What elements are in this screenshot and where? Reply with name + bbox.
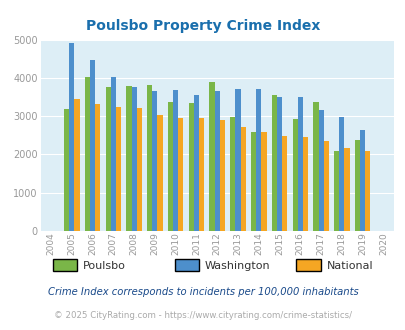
Text: Crime Index corresponds to incidents per 100,000 inhabitants: Crime Index corresponds to incidents per… — [47, 287, 358, 297]
Bar — [126, 85, 131, 231]
Bar — [178, 118, 183, 231]
Text: Poulsbo Property Crime Index: Poulsbo Property Crime Index — [85, 19, 320, 33]
Bar — [364, 150, 369, 231]
Bar — [292, 119, 297, 231]
Text: National: National — [326, 261, 373, 271]
Bar — [157, 115, 162, 231]
Bar — [250, 132, 256, 231]
Bar — [339, 117, 343, 231]
Bar — [318, 111, 323, 231]
Bar — [276, 97, 281, 231]
Bar — [167, 102, 173, 231]
Bar — [131, 87, 136, 231]
Bar — [240, 127, 245, 231]
Bar — [256, 89, 261, 231]
Bar — [147, 85, 152, 231]
Bar — [136, 108, 141, 231]
Bar — [74, 99, 79, 231]
Bar — [193, 95, 198, 231]
Bar — [354, 140, 359, 231]
Bar — [343, 148, 349, 231]
Text: Poulsbo: Poulsbo — [83, 261, 126, 271]
Bar — [214, 91, 219, 231]
Bar — [359, 130, 364, 231]
Text: Washington: Washington — [205, 261, 270, 271]
Bar — [297, 97, 302, 231]
Bar — [198, 118, 204, 231]
Bar — [302, 137, 307, 231]
Bar — [219, 120, 224, 231]
Bar — [209, 82, 214, 231]
Bar — [90, 60, 95, 231]
Bar — [64, 109, 69, 231]
Bar — [333, 151, 339, 231]
Bar — [323, 141, 328, 231]
Bar — [152, 90, 157, 231]
Bar — [85, 77, 90, 231]
Bar — [69, 44, 74, 231]
Bar — [261, 132, 266, 231]
Text: © 2025 CityRating.com - https://www.cityrating.com/crime-statistics/: © 2025 CityRating.com - https://www.city… — [54, 311, 351, 320]
Bar — [111, 77, 116, 231]
Bar — [173, 90, 178, 231]
Bar — [105, 87, 111, 231]
Bar — [313, 102, 318, 231]
Bar — [235, 89, 240, 231]
Bar — [95, 104, 100, 231]
Bar — [230, 116, 235, 231]
Bar — [271, 95, 276, 231]
Bar — [281, 136, 287, 231]
Bar — [116, 107, 121, 231]
Bar — [188, 103, 193, 231]
